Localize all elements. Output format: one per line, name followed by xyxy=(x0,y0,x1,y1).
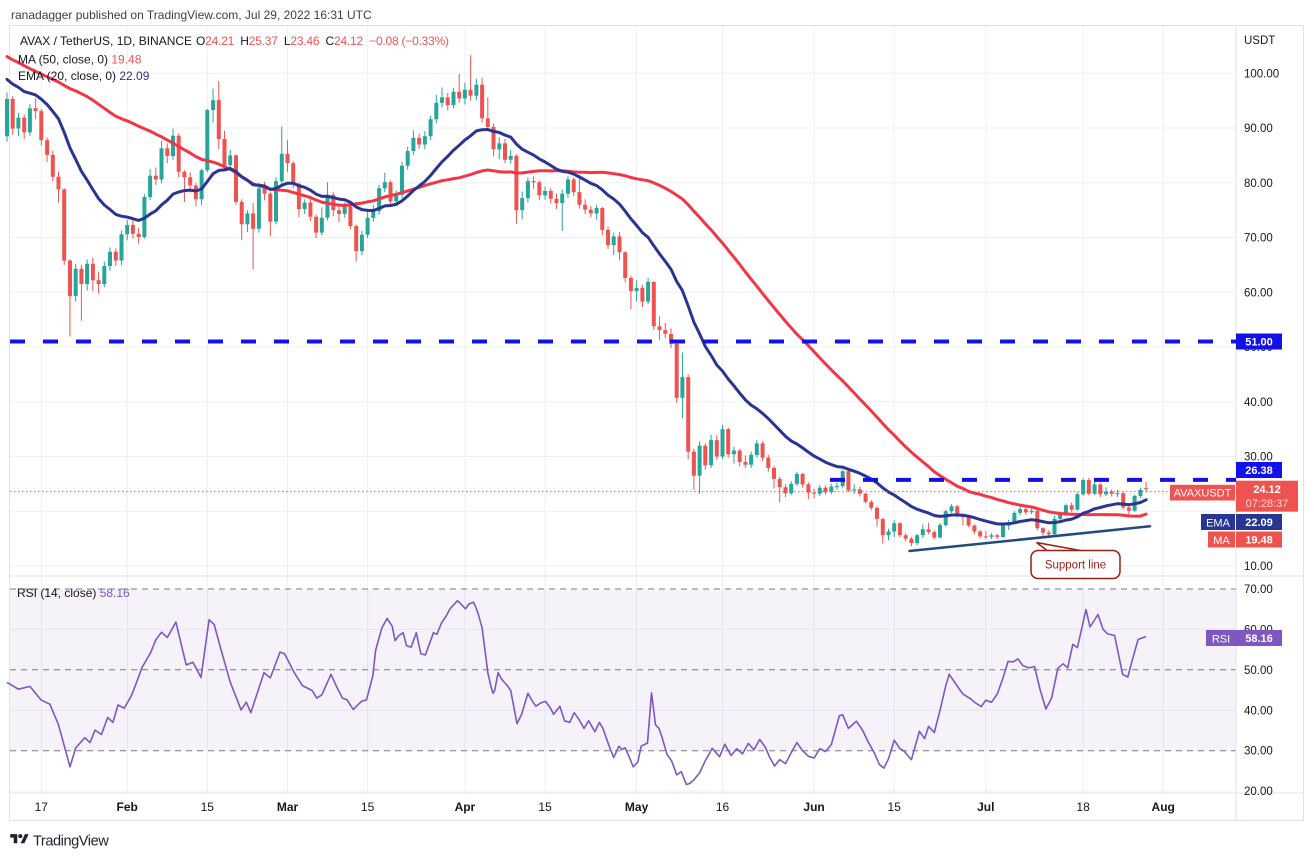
svg-text:15: 15 xyxy=(361,800,375,814)
svg-text:58.16: 58.16 xyxy=(1245,633,1273,645)
svg-text:Support line: Support line xyxy=(1045,560,1106,572)
svg-text:80.00: 80.00 xyxy=(1244,178,1273,190)
svg-text:22.09: 22.09 xyxy=(1245,517,1273,529)
svg-text:18: 18 xyxy=(1076,800,1090,814)
svg-text:20.00: 20.00 xyxy=(1244,786,1273,798)
svg-text:ranadagger published on Tradin: ranadagger published on TradingView.com,… xyxy=(11,8,372,22)
svg-text:Jul: Jul xyxy=(977,800,994,814)
svg-text:15: 15 xyxy=(201,800,215,814)
svg-text:EMA (20, close, 0) 22.09: EMA (20, close, 0) 22.09 xyxy=(18,69,150,83)
svg-text:70.00: 70.00 xyxy=(1244,584,1273,596)
svg-text:RSI (14, close) 58.16: RSI (14, close) 58.16 xyxy=(17,586,130,600)
svg-text:Apr: Apr xyxy=(455,800,476,814)
svg-text:40.00: 40.00 xyxy=(1244,397,1273,409)
svg-text:USDT: USDT xyxy=(1244,35,1275,47)
svg-text:24.12: 24.12 xyxy=(1253,484,1281,496)
svg-text:15: 15 xyxy=(888,800,902,814)
svg-text:70.00: 70.00 xyxy=(1244,233,1273,245)
svg-text:TradingView: TradingView xyxy=(33,833,109,849)
svg-text:10.00: 10.00 xyxy=(1244,561,1273,573)
svg-text:51.00: 51.00 xyxy=(1245,337,1273,349)
svg-text:07:28:37: 07:28:37 xyxy=(1246,498,1289,510)
svg-text:60.00: 60.00 xyxy=(1244,287,1273,299)
svg-text:19.48: 19.48 xyxy=(1245,535,1273,547)
svg-text:MA: MA xyxy=(1213,535,1230,547)
svg-text:100.00: 100.00 xyxy=(1244,68,1279,80)
svg-text:Jun: Jun xyxy=(803,800,824,814)
svg-text:MA (50, close, 0) 19.48: MA (50, close, 0) 19.48 xyxy=(18,53,142,67)
svg-text:Feb: Feb xyxy=(117,800,138,814)
svg-text:Mar: Mar xyxy=(277,800,299,814)
svg-text:40.00: 40.00 xyxy=(1244,705,1273,717)
svg-text:26.38: 26.38 xyxy=(1245,465,1273,477)
svg-text:30.00: 30.00 xyxy=(1244,746,1273,758)
svg-text:16: 16 xyxy=(716,800,730,814)
svg-text:O24.21 H25.37 L23.46 C24.12: O24.21 H25.37 L23.46 C24.12 −0.08 (−0.33… xyxy=(196,34,449,48)
svg-text:EMA: EMA xyxy=(1206,517,1231,529)
svg-text:17: 17 xyxy=(35,800,49,814)
svg-text:50.00: 50.00 xyxy=(1244,665,1273,677)
svg-text:90.00: 90.00 xyxy=(1244,123,1273,135)
svg-text:AVAXUSDT: AVAXUSDT xyxy=(1174,488,1232,500)
svg-text:RSI: RSI xyxy=(1212,633,1230,645)
svg-text:May: May xyxy=(625,800,649,814)
svg-text:30.00: 30.00 xyxy=(1244,452,1273,464)
svg-text:15: 15 xyxy=(538,800,552,814)
svg-text:Aug: Aug xyxy=(1152,800,1175,814)
svg-text:AVAX / TetherUS, 1D, BINANCE: AVAX / TetherUS, 1D, BINANCE xyxy=(20,34,192,48)
